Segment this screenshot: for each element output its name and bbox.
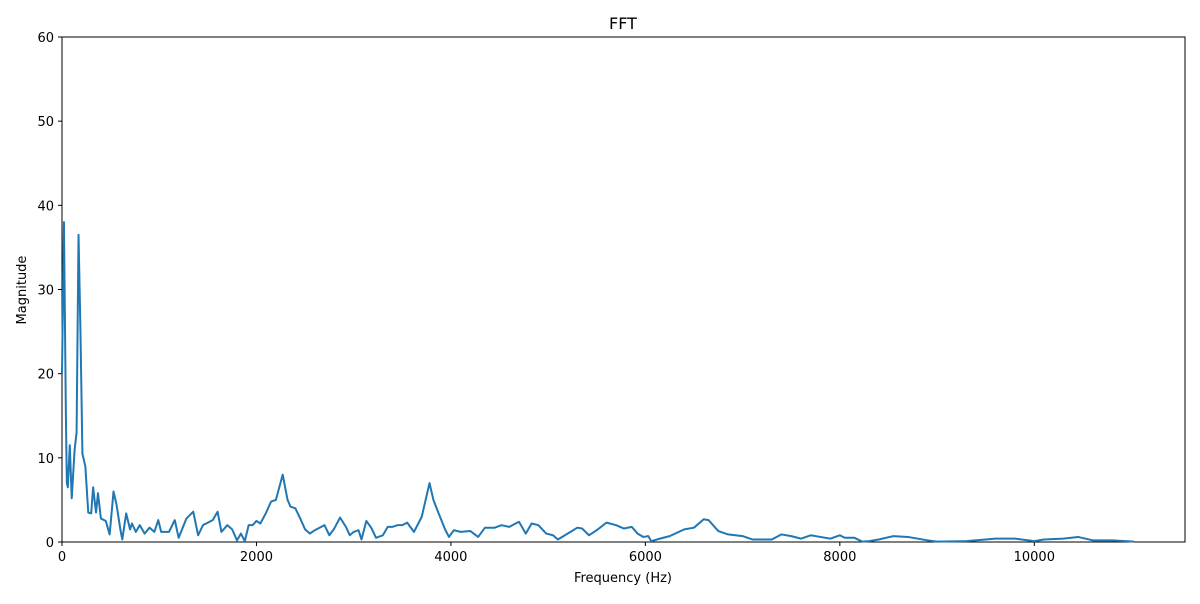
y-axis-label: Magnitude xyxy=(15,256,30,325)
x-axis-label: Frequency (Hz) xyxy=(574,571,672,586)
y-tick-label: 10 xyxy=(37,452,54,467)
y-tick-label: 0 xyxy=(46,536,54,551)
x-tick-label: 6000 xyxy=(629,550,662,565)
y-tick-label: 40 xyxy=(37,199,54,214)
y-tick-label: 30 xyxy=(37,284,54,299)
x-tick-label: 0 xyxy=(58,550,66,565)
line-series xyxy=(61,221,1135,543)
chart-title: FFT xyxy=(609,14,637,33)
plot-frame xyxy=(61,36,1186,543)
x-tick-label: 4000 xyxy=(434,550,467,565)
x-tick-label: 8000 xyxy=(823,550,856,565)
x-tick-label: 10000 xyxy=(1014,550,1055,565)
y-tick-label: 60 xyxy=(37,31,54,46)
y-tick-label: 20 xyxy=(37,368,54,383)
x-tick-label: 2000 xyxy=(240,550,273,565)
y-tick-label: 50 xyxy=(37,115,54,130)
